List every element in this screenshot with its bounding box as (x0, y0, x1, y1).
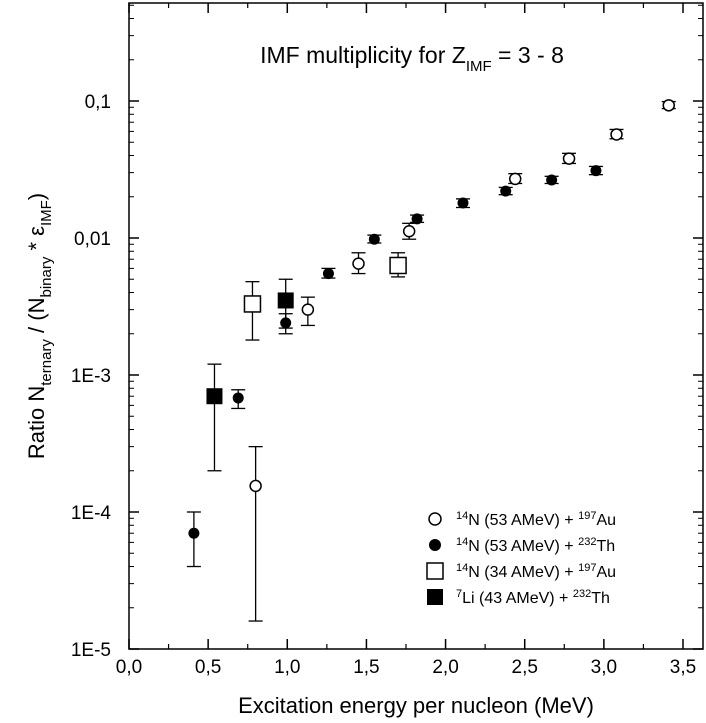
data-point-filled-circle (322, 268, 334, 280)
y-axis-title: Ratio Nternary / (Nbinary * εIMF) (24, 193, 55, 459)
legend-entry-1: 14N (53 AMeV) + 197Au (456, 510, 616, 529)
x-tick-label: 1,0 (274, 657, 300, 678)
legend-entry-4: 7Li (43 AMeV) + 232Th (456, 588, 610, 607)
legend-marker-filled-circle (429, 539, 441, 551)
legend-marker-open-square (426, 562, 444, 580)
data-point-open-circle (562, 152, 576, 165)
legend-marker-filled-square (427, 589, 443, 605)
x-tick-label: 3,0 (591, 657, 617, 678)
y-tick-label: 1E-5 (71, 640, 111, 661)
x-tick-label: 1,5 (353, 657, 379, 678)
x-tick-label: 0,5 (195, 657, 221, 678)
data-point-open-circle (301, 303, 315, 316)
data-point-filled-square (277, 292, 294, 309)
data-point-filled-circle (590, 165, 602, 177)
data-point-filled-circle (546, 174, 558, 186)
chart-title: IMF multiplicity for ZIMF = 3 - 8 (260, 42, 564, 75)
data-point-open-circle (402, 225, 416, 238)
legend-entry-3: 14N (34 AMeV) + 197Au (456, 562, 616, 581)
data-point-filled-circle (368, 233, 380, 245)
data-point-filled-circle (188, 527, 200, 539)
data-point-open-circle (610, 128, 623, 141)
data-point-filled-circle (457, 197, 469, 209)
legend-entry-2: 14N (53 AMeV) + 232Th (456, 536, 615, 555)
data-point-open-square (389, 256, 407, 275)
y-tick-label: 1E-4 (71, 503, 112, 524)
y-tick-label: 1E-3 (71, 366, 111, 387)
data-point-open-square (243, 295, 262, 313)
y-axis-ticks: 1E-5 1E-4 1E-3 0,01 0,1 (71, 4, 703, 661)
x-tick-label: 2,0 (432, 657, 458, 678)
data-marks (186, 99, 676, 622)
data-point-open-circle (249, 479, 262, 493)
data-point-filled-circle (232, 392, 244, 404)
x-tick-label: 2,5 (512, 657, 538, 678)
plot-frame (128, 2, 704, 650)
data-point-open-circle (508, 172, 522, 186)
data-point-open-circle (662, 99, 676, 112)
data-point-filled-circle (500, 185, 512, 197)
y-tick-label: 0,1 (85, 92, 111, 113)
y-tick-label: 0,01 (74, 229, 111, 250)
data-point-filled-square (206, 388, 223, 405)
x-tick-label: 3,5 (670, 657, 696, 678)
x-tick-label: 0,0 (116, 657, 142, 678)
data-point-filled-circle (411, 213, 423, 225)
legend-marker-open-circle (428, 512, 442, 526)
x-axis-title: Excitation energy per nucleon (MeV) (238, 693, 594, 718)
data-point-open-circle (352, 257, 365, 270)
x-axis-ticks: 0,0 0,5 1,0 1,5 2,0 2,5 3,0 3,5 (116, 3, 696, 678)
legend: 14N (53 AMeV) + 197Au 14N (53 AMeV) + 23… (426, 510, 616, 607)
